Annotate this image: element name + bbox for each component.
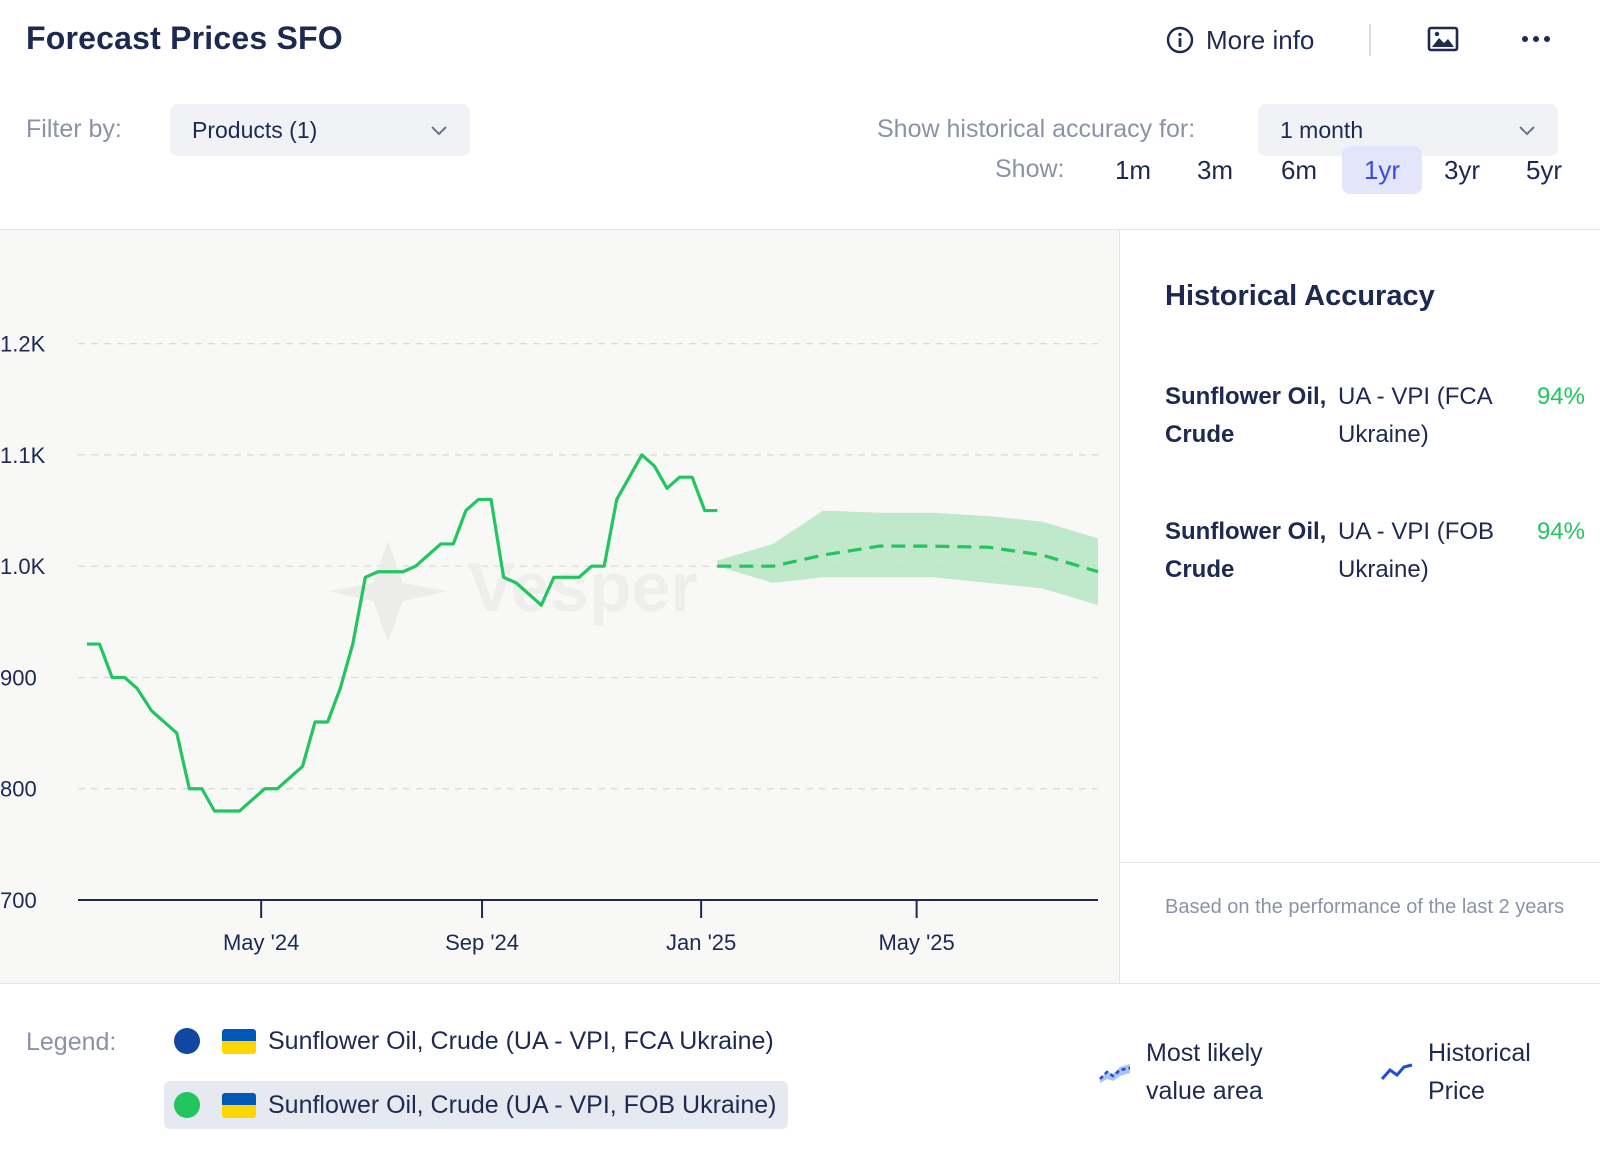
historical-price-key: Historical Price [1380,1034,1560,1110]
legend-label: Legend: [26,1028,117,1056]
range-1m-button[interactable]: 1m [1114,154,1152,185]
y-axis: 700 800 900 1.0K 1.1K 1.2K [0,332,46,913]
forecast-area-label: Most likely value area [1146,1039,1263,1105]
accuracy-row-fca: Sunflower Oil, Crude UA - VPI (FCA Ukrai… [1165,378,1585,458]
legend-divider-line [0,983,1600,984]
header-divider-line [0,229,1600,230]
range-5yr-button[interactable]: 5yr [1525,154,1563,185]
filter-label: Filter by: [26,115,122,143]
accuracy-period-value: 1 month [1280,116,1364,143]
series-color-dot [174,1092,200,1118]
chart-panel: Vesper May '24 Sep '24 Jan '25 May '25 700 8… [0,230,1119,983]
chart-side-divider [1119,230,1120,983]
page-title: Forecast Prices SFO [26,20,343,56]
historical-line-icon [1380,1063,1413,1080]
y-tick-label: 800 [0,777,37,802]
accuracy-label: Show historical accuracy for: [877,115,1196,143]
accuracy-row-value: 94% [1536,518,1585,545]
x-tick-label: Jan '25 [666,930,736,955]
historical-price-label: Historical Price [1428,1039,1531,1105]
y-tick-label: 1.2K [0,332,46,357]
range-6m-button[interactable]: 6m [1280,154,1318,185]
header-divider [1369,24,1371,56]
forecast-band [717,510,1098,606]
accuracy-note: Based on the performance of the last 2 y… [1165,896,1565,918]
legend-item-label: Sunflower Oil, Crude (UA - VPI, FOB Ukra… [268,1090,777,1119]
accuracy-row-value: 94% [1536,383,1585,410]
price-chart[interactable]: Vesper May '24 Sep '24 Jan '25 May '25 700 8… [0,230,1119,983]
info-icon [1166,26,1194,54]
accuracy-row-source: UA - VPI (FOB Ukraine) [1338,518,1495,583]
accuracy-row-product: Sunflower Oil, Crude [1165,383,1327,448]
watermark-text: Vesper [468,548,698,626]
legend-item-fca[interactable]: Sunflower Oil, Crude (UA - VPI, FCA Ukra… [164,1017,786,1065]
more-options-icon[interactable] [1518,22,1554,56]
historical-accuracy-title: Historical Accuracy [1165,280,1435,312]
ellipsis-icon [1522,36,1550,42]
x-axis: May '24 Sep '24 Jan '25 May '25 [78,899,1098,955]
y-tick-label: 1.1K [0,443,46,468]
series-color-dot [174,1028,200,1054]
products-filter-select[interactable]: Products (1) [170,104,470,156]
products-filter-value: Products (1) [192,116,318,143]
forecast-area-icon [1099,1064,1131,1083]
range-label: Show: [995,155,1065,183]
chart-watermark: Vesper [328,541,698,642]
more-info-label: More info [1206,24,1315,55]
x-tick-label: Sep '24 [445,930,519,955]
legend-item-fob[interactable]: Sunflower Oil, Crude (UA - VPI, FOB Ukra… [164,1081,789,1129]
forecast-band-area [717,510,1098,606]
chevron-down-icon [431,126,447,136]
y-tick-label: 700 [0,888,37,913]
y-tick-label: 1.0K [0,554,46,579]
forecast-line [717,544,1099,574]
chart-lines [86,453,1099,813]
accuracy-row-product: Sunflower Oil, Crude [1165,518,1327,583]
y-tick-label: 900 [0,665,37,690]
accuracy-row-source: UA - VPI (FCA Ukraine) [1338,383,1492,448]
watermark-star-icon [328,541,448,642]
ukraine-flag-icon [222,1092,256,1118]
forecast-area-key: Most likely value area [1098,1034,1298,1110]
image-export-icon[interactable] [1426,22,1460,56]
x-tick-label: May '24 [223,930,299,955]
range-1yr-button[interactable]: 1yr [1342,146,1422,194]
ukraine-flag-icon [222,1028,256,1054]
side-panel-divider [1120,862,1600,863]
legend-item-label: Sunflower Oil, Crude (UA - VPI, FCA Ukra… [268,1026,774,1055]
chevron-down-icon [1519,126,1535,136]
historical-line [86,453,718,813]
range-3m-button[interactable]: 3m [1196,154,1234,185]
x-tick-label: May '25 [878,930,954,955]
more-info-button[interactable]: More info [1166,22,1314,58]
range-3yr-button[interactable]: 3yr [1443,154,1481,185]
accuracy-row-fob: Sunflower Oil, Crude UA - VPI (FOB Ukrai… [1165,513,1585,593]
